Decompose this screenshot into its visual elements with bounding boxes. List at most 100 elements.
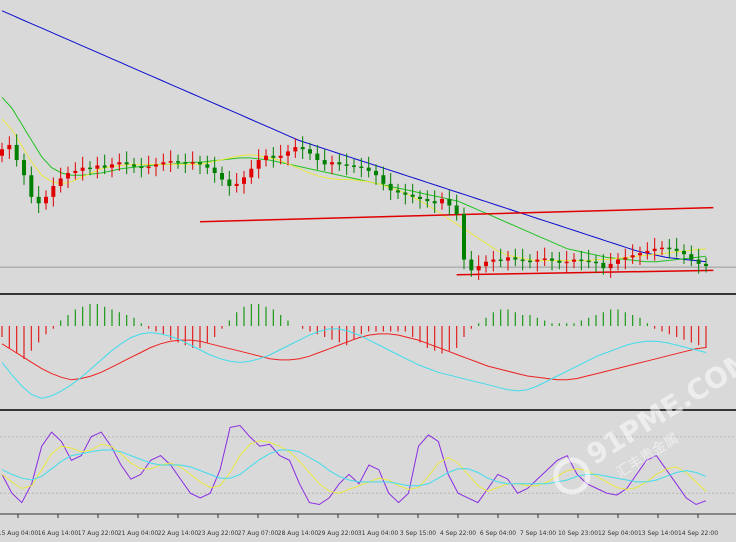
- candle-body: [513, 257, 518, 260]
- candle-body: [183, 162, 188, 164]
- watermark-logo-icon: [553, 457, 591, 495]
- x-tick-label: 27 Aug 07:00: [238, 530, 279, 537]
- x-tick-label: 21 Aug 04:00: [118, 530, 159, 537]
- candle-body: [403, 192, 408, 195]
- candle-body: [359, 166, 364, 169]
- x-tick-label: 23 Aug 22:00: [198, 530, 239, 537]
- candle-body: [623, 257, 628, 260]
- candle-body: [176, 161, 180, 163]
- candle-body: [586, 260, 591, 263]
- candle-body: [601, 262, 606, 269]
- candle-body: [696, 259, 701, 264]
- candle-body: [308, 149, 312, 154]
- candle-body: [264, 155, 268, 161]
- candle-body: [425, 198, 430, 202]
- x-tick-label: 12 Sep 04:00: [598, 530, 638, 537]
- candle-body: [418, 196, 422, 199]
- candle-body: [132, 164, 136, 167]
- candle-body: [14, 144, 19, 161]
- x-tick-label: 29 Aug 22:00: [318, 530, 359, 537]
- candle-body: [366, 167, 371, 171]
- candle-body: [73, 170, 78, 174]
- x-tick-label: 22 Aug 14:00: [158, 530, 199, 537]
- x-tick-label: 14 Sep 22:00: [678, 530, 718, 537]
- candle-body: [484, 261, 488, 267]
- candle-body: [322, 160, 327, 165]
- candle-body: [154, 164, 158, 167]
- moving-average-line-1: [1, 10, 707, 263]
- candle-body: [102, 165, 107, 168]
- candle-body: [234, 183, 239, 187]
- candle-body: [476, 266, 481, 271]
- candle-body: [117, 162, 122, 165]
- x-tick-label: 4 Sep 22:00: [440, 530, 476, 537]
- candle-body: [638, 253, 642, 256]
- candle-body: [0, 149, 4, 156]
- candle-body: [674, 248, 679, 251]
- candle-body: [190, 162, 195, 164]
- x-tick-label: 16 Aug 14:00: [38, 530, 79, 537]
- candle-body: [139, 166, 144, 169]
- candle-body: [520, 259, 525, 262]
- candle-body: [396, 190, 400, 193]
- candle-body: [337, 162, 342, 165]
- x-tick-label: 6 Sep 04:00: [480, 530, 516, 537]
- candle-body: [469, 259, 474, 271]
- candle-body: [352, 165, 356, 167]
- candle-body: [388, 183, 393, 191]
- candle-body: [249, 168, 254, 178]
- candle-body: [616, 259, 620, 264]
- x-tick-label: 13 Sep 14:00: [638, 530, 678, 537]
- candle-body: [557, 260, 562, 263]
- x-tick-label: 7 Sep 14:00: [520, 530, 556, 537]
- candle-body: [550, 258, 554, 261]
- candle-body: [704, 263, 708, 267]
- candle-body: [88, 167, 92, 170]
- candle-body: [286, 151, 290, 156]
- candle-body: [410, 194, 415, 197]
- candle-body: [161, 162, 166, 165]
- candle-body: [7, 144, 12, 150]
- candle-body: [29, 175, 34, 197]
- candle-body: [44, 196, 48, 204]
- candle-body: [579, 259, 584, 262]
- candle-body: [168, 161, 173, 163]
- x-tick-label: 31 Aug 04:00: [358, 530, 399, 537]
- candle-body: [542, 258, 547, 260]
- candle-body: [242, 177, 246, 184]
- candle-body: [220, 173, 224, 180]
- candle-body: [330, 162, 334, 165]
- candle-body: [36, 196, 41, 204]
- candle-body: [293, 147, 298, 152]
- x-tick-label: 3 Sep 15:00: [400, 530, 436, 537]
- x-tick-label: 15 Aug 04:00: [0, 530, 38, 537]
- candle-body: [630, 255, 635, 258]
- candle-body: [22, 160, 26, 176]
- candle-body: [381, 175, 386, 184]
- candle-body: [608, 263, 613, 269]
- candle-body: [454, 205, 459, 215]
- macd-panel: [1, 304, 707, 399]
- candle-body: [315, 153, 320, 161]
- x-axis-labels: 15 Aug 04:00 16 Aug 14:00 17 Aug 22:00 21 A…: [0, 514, 718, 537]
- macd-line-2: [1, 328, 707, 399]
- candle-body: [667, 247, 672, 250]
- candle-body: [594, 261, 598, 264]
- trend-line-2: [456, 269, 714, 276]
- candle-body: [110, 164, 114, 168]
- candle-body: [528, 260, 532, 263]
- candle-body: [682, 250, 686, 255]
- candle-body: [198, 162, 202, 165]
- stochastic-line-1: [1, 424, 707, 506]
- x-tick-label: 28 Aug 14:00: [278, 530, 319, 537]
- candle-body: [271, 155, 276, 158]
- candle-body: [205, 164, 210, 168]
- candle-body: [51, 186, 56, 197]
- candle-body: [66, 173, 70, 179]
- candle-body: [498, 259, 503, 262]
- x-tick-label: 17 Aug 22:00: [78, 530, 119, 537]
- candle-body: [227, 179, 232, 187]
- candle-body: [652, 248, 657, 251]
